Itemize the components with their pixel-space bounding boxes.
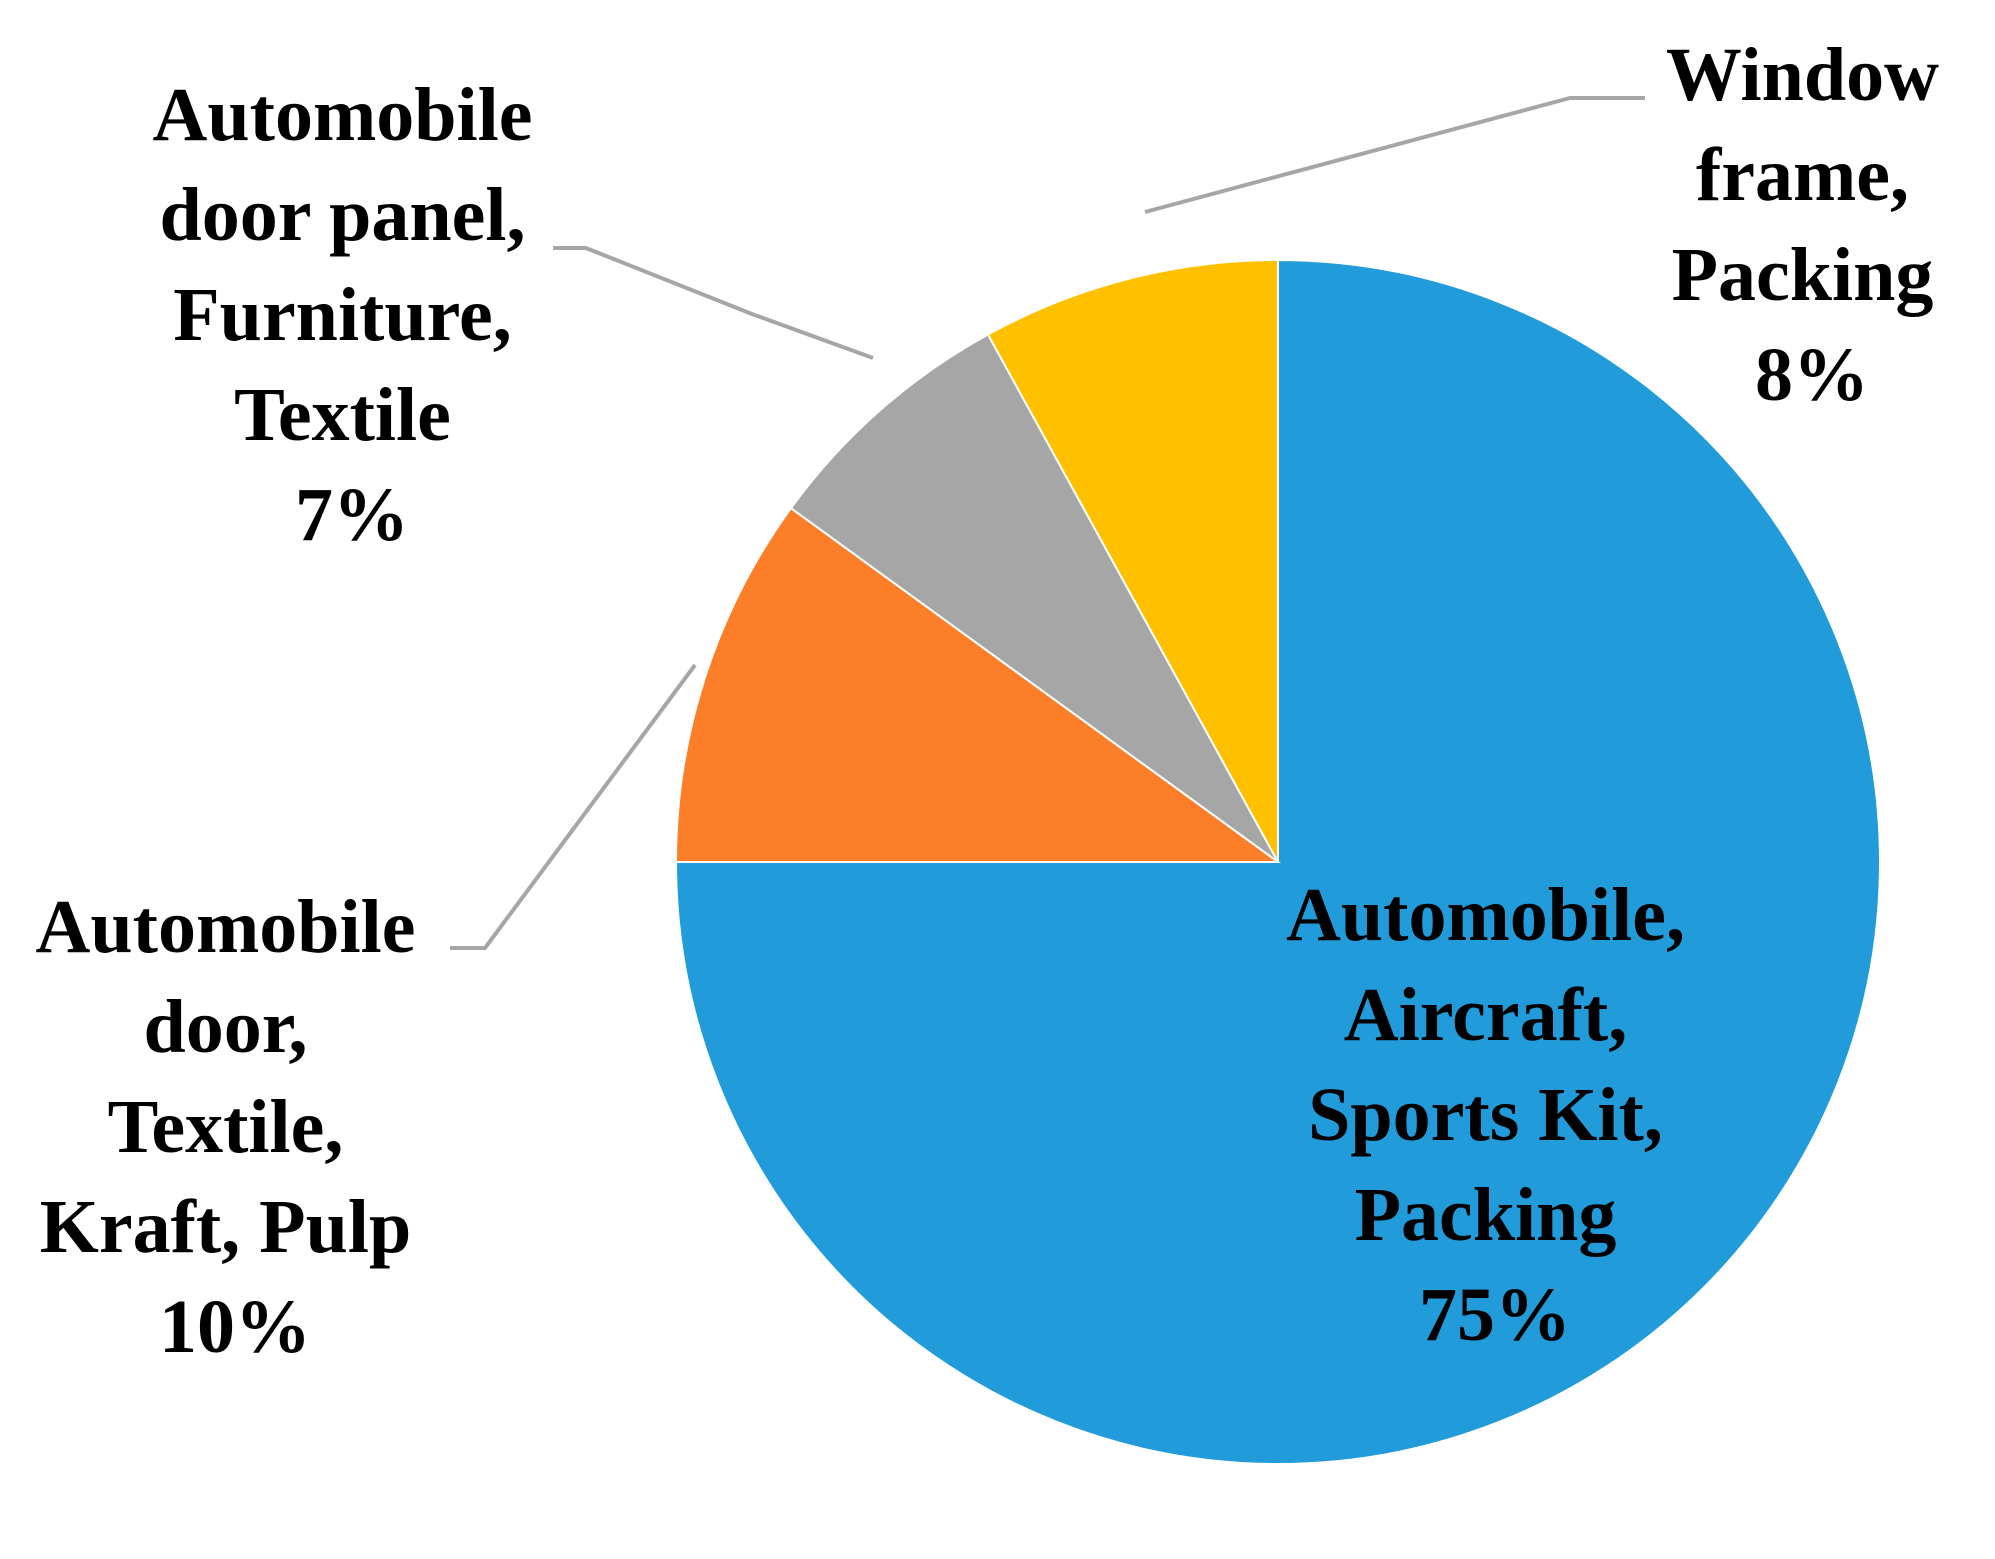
slice-label-2-value: 10% xyxy=(159,1285,311,1369)
slice-label-3-line-1: Automobile xyxy=(153,73,533,157)
slice-label-1-line-4: Packing xyxy=(1355,1173,1617,1257)
pie-slices xyxy=(674,258,1881,1465)
slice-label-4-line-1: Window xyxy=(1666,33,1939,117)
slice-label-4-value: 8% xyxy=(1755,333,1869,417)
slice-label-3-line-3: Furniture, xyxy=(173,273,511,357)
slice-label-2: Automobile door, Textile, Kraft, Pulp 10… xyxy=(36,885,435,1369)
leader-line-slice-2 xyxy=(450,663,697,950)
pie-slice-2 xyxy=(674,506,1282,863)
slice-label-3-value: 7% xyxy=(295,473,409,557)
slice-label-4-line-3: Packing xyxy=(1672,233,1934,317)
pie-slice-1 xyxy=(674,258,1881,1465)
pie-slice-3 xyxy=(789,333,1279,863)
slice-label-2-line-3: Textile, xyxy=(108,1085,344,1169)
leader-line-slice-4 xyxy=(1144,96,1645,214)
slice-label-3-line-4: Textile xyxy=(234,373,451,457)
leader-line-slice-3 xyxy=(553,246,874,360)
slice-label-4: Window frame, Packing 8% xyxy=(1666,33,1958,417)
slice-label-3: Automobile door panel, Furniture, Textil… xyxy=(153,73,552,557)
slice-label-4-line-2: frame, xyxy=(1696,133,1909,217)
slice-label-2-line-2: door, xyxy=(143,985,307,1069)
slice-label-1-line-3: Sports Kit, xyxy=(1308,1073,1663,1157)
slice-label-1: Automobile, Aircraft, Sports Kit, Packin… xyxy=(1286,873,1704,1357)
slice-label-3-line-2: door panel, xyxy=(159,173,525,257)
pie-slice-4 xyxy=(986,258,1279,863)
slice-label-2-line-1: Automobile xyxy=(36,885,416,969)
slice-label-1-line-2: Aircraft, xyxy=(1344,973,1627,1057)
slice-label-1-value: 75% xyxy=(1419,1273,1571,1357)
slice-label-2-line-4: Kraft, Pulp xyxy=(40,1185,412,1269)
slice-label-1-line-1: Automobile, xyxy=(1286,873,1685,957)
